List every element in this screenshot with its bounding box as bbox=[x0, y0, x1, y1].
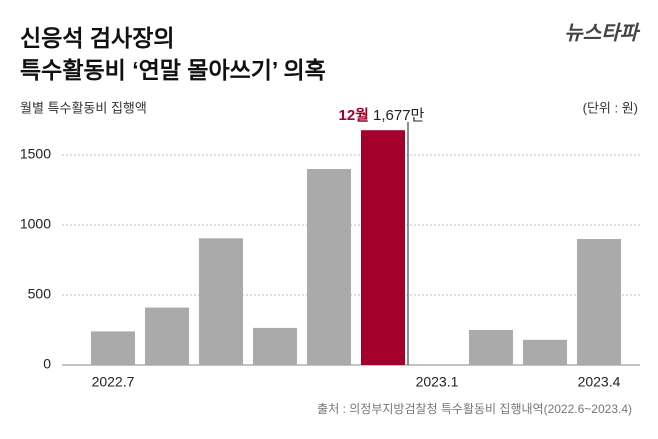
bar bbox=[361, 130, 405, 365]
y-tick-label: 0 bbox=[43, 356, 51, 372]
value-label: 1,677만 bbox=[373, 107, 425, 124]
bar bbox=[577, 239, 621, 365]
y-tick-label: 1000 bbox=[20, 216, 51, 232]
x-tick-label: 2023.1 bbox=[416, 374, 459, 390]
bar bbox=[253, 327, 297, 365]
brand-logo: 뉴스타파 bbox=[564, 22, 640, 44]
chart-title: 특수활동비 ‘연말 몰아쓰기’ 의혹 bbox=[20, 57, 326, 83]
y-axis-label: 월별 특수활동비 집행액 bbox=[20, 100, 147, 115]
bar bbox=[91, 331, 135, 365]
x-tick-label: 2022.7 bbox=[92, 374, 135, 390]
chart-title: 신응석 검사장의 bbox=[20, 25, 175, 51]
unit-label: (단위 : 원) bbox=[583, 100, 638, 115]
source: 출처 : 의정부지방검찰청 특수활동비 집행내역(2022.6~2023.4) bbox=[317, 401, 632, 416]
x-tick-label: 2023.4 bbox=[578, 374, 621, 390]
bar bbox=[307, 169, 351, 365]
bar bbox=[199, 238, 243, 365]
y-tick-label: 500 bbox=[28, 286, 52, 302]
bar bbox=[523, 339, 567, 365]
y-tick-label: 1500 bbox=[20, 146, 51, 162]
bar bbox=[145, 307, 189, 365]
highlight-label: 12월 bbox=[339, 107, 370, 124]
bar bbox=[469, 330, 513, 365]
